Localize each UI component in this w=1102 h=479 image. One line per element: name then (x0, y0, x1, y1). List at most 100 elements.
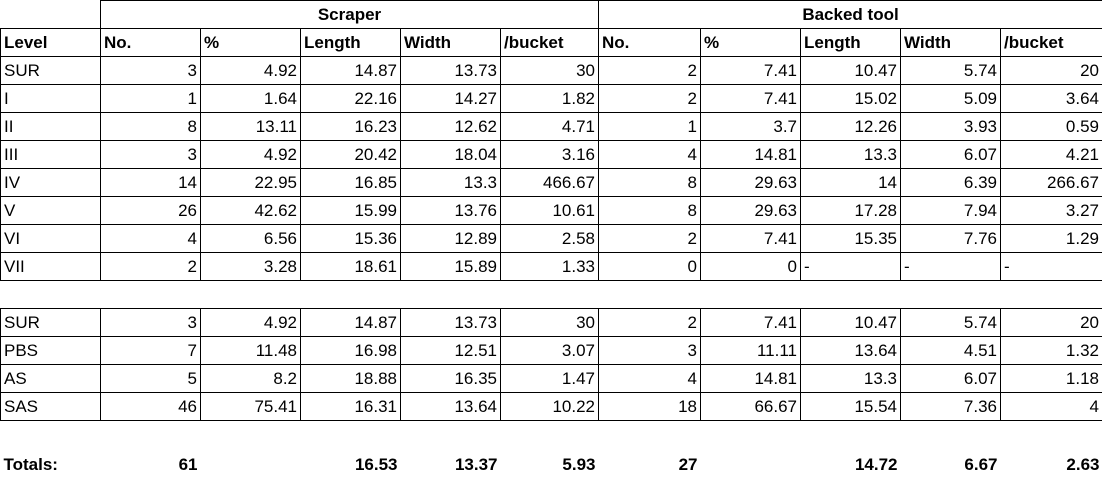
cell-8: 14 (801, 169, 901, 197)
cell-10: 4.21 (1001, 141, 1102, 169)
column-header-5: /bucket (501, 29, 599, 57)
cell-2: 42.62 (201, 197, 301, 225)
cell-1: 7 (101, 337, 201, 365)
cell-8: 13.3 (801, 365, 901, 393)
cell-5: 10.22 (501, 393, 599, 421)
cell-4: 12.89 (401, 225, 501, 253)
cell-10: 20 (1001, 57, 1102, 85)
cell-2: 6.56 (201, 225, 301, 253)
cell-7: 66.67 (701, 393, 801, 421)
cell-6: 3 (599, 337, 701, 365)
cell-8: 15.35 (801, 225, 901, 253)
cell-4: 12.51 (401, 337, 501, 365)
group-header-backed-tool: Backed tool (599, 1, 1102, 29)
cell-0: V (1, 197, 101, 225)
cell-3: 16.23 (301, 113, 401, 141)
cell-7: 7.41 (701, 225, 801, 253)
total-cell-0: Totals: (1, 451, 101, 479)
total-cell-2 (201, 451, 301, 479)
cell-4: 13.64 (401, 393, 501, 421)
cell-0: IV (1, 169, 101, 197)
cell-7: 7.41 (701, 309, 801, 337)
cell-2: 1.64 (201, 85, 301, 113)
cell-5: 10.61 (501, 197, 599, 225)
spacer-row (1, 421, 1102, 451)
cell-1: 8 (101, 113, 201, 141)
cell-0: VII (1, 253, 101, 281)
cell-2: 11.48 (201, 337, 301, 365)
cell-8: 17.28 (801, 197, 901, 225)
cell-8: 12.26 (801, 113, 901, 141)
cell-4: 15.89 (401, 253, 501, 281)
cell-0: I (1, 85, 101, 113)
cell-10: 20 (1001, 309, 1102, 337)
cell-3: 18.88 (301, 365, 401, 393)
cell-6: 2 (599, 57, 701, 85)
cell-5: 4.71 (501, 113, 599, 141)
cell-4: 13.73 (401, 57, 501, 85)
column-header-0: Level (1, 29, 101, 57)
cell-3: 18.61 (301, 253, 401, 281)
cell-4: 13.3 (401, 169, 501, 197)
cell-10: 1.18 (1001, 365, 1102, 393)
cell-8: 15.02 (801, 85, 901, 113)
cell-6: 8 (599, 169, 701, 197)
cell-10: - (1001, 253, 1102, 281)
cell-6: 0 (599, 253, 701, 281)
cell-7: 11.11 (701, 337, 801, 365)
column-header-7: % (701, 29, 801, 57)
total-cell-7 (701, 451, 801, 479)
cell-9: 5.74 (901, 57, 1001, 85)
cell-1: 14 (101, 169, 201, 197)
cell-5: 1.82 (501, 85, 599, 113)
cell-7: 14.81 (701, 141, 801, 169)
cell-5: 3.16 (501, 141, 599, 169)
cell-6: 2 (599, 309, 701, 337)
cell-10: 3.27 (1001, 197, 1102, 225)
cell-10: 1.32 (1001, 337, 1102, 365)
cell-9: 5.09 (901, 85, 1001, 113)
cell-1: 3 (101, 57, 201, 85)
cell-10: 0.59 (1001, 113, 1102, 141)
column-header-6: No. (599, 29, 701, 57)
cell-2: 4.92 (201, 57, 301, 85)
cell-3: 15.99 (301, 197, 401, 225)
column-header-2: % (201, 29, 301, 57)
cell-4: 12.62 (401, 113, 501, 141)
cell-9: - (901, 253, 1001, 281)
cell-7: 29.63 (701, 197, 801, 225)
cell-1: 2 (101, 253, 201, 281)
cell-2: 75.41 (201, 393, 301, 421)
cell-1: 4 (101, 225, 201, 253)
cell-8: 10.47 (801, 309, 901, 337)
cell-8: - (801, 253, 901, 281)
cell-6: 8 (599, 197, 701, 225)
total-cell-8: 14.72 (801, 451, 901, 479)
cell-7: 14.81 (701, 365, 801, 393)
cell-2: 13.11 (201, 113, 301, 141)
cell-10: 3.64 (1001, 85, 1102, 113)
cell-4: 18.04 (401, 141, 501, 169)
cell-8: 15.54 (801, 393, 901, 421)
total-cell-9: 6.67 (901, 451, 1001, 479)
cell-9: 7.36 (901, 393, 1001, 421)
cell-3: 14.87 (301, 309, 401, 337)
cell-4: 13.73 (401, 309, 501, 337)
total-cell-6: 27 (599, 451, 701, 479)
cell-6: 1 (599, 113, 701, 141)
cell-10: 1.29 (1001, 225, 1102, 253)
cell-2: 8.2 (201, 365, 301, 393)
cell-0: SUR (1, 309, 101, 337)
cell-9: 6.39 (901, 169, 1001, 197)
cell-7: 3.7 (701, 113, 801, 141)
cell-9: 5.74 (901, 309, 1001, 337)
cell-3: 22.16 (301, 85, 401, 113)
